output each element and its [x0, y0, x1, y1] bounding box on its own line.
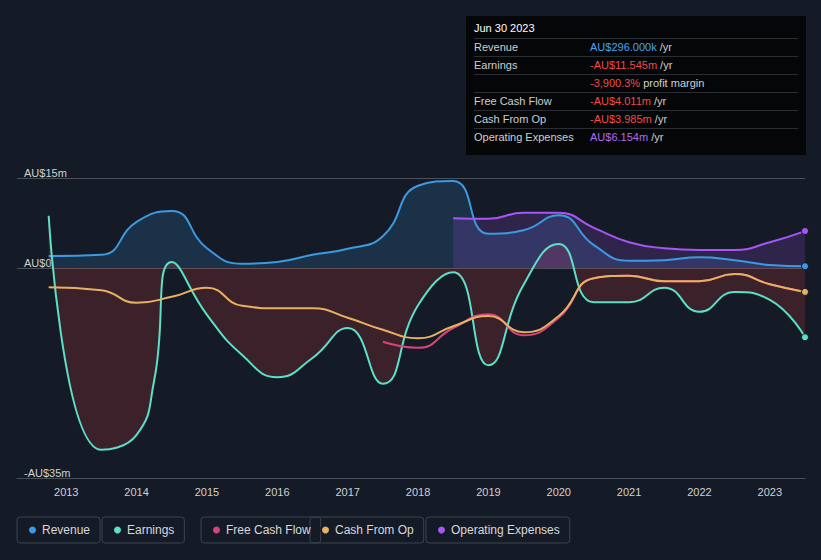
- svg-text:2015: 2015: [195, 486, 219, 498]
- html-text:Jun 30 2023: Jun 30 2023: [474, 22, 535, 34]
- svg-text:Operating Expenses: Operating Expenses: [451, 523, 560, 537]
- svg-text:2018: 2018: [406, 486, 430, 498]
- html-text:-3,900.3% profit margin: -3,900.3% profit margin: [590, 77, 705, 89]
- svg-text:2014: 2014: [124, 486, 148, 498]
- svg-text:2021: 2021: [617, 486, 641, 498]
- svg-text:2023: 2023: [758, 486, 782, 498]
- html-text:Earnings: Earnings: [474, 59, 518, 71]
- svg-text:Revenue: Revenue: [42, 523, 90, 537]
- svg-text:-AU$35m: -AU$35m: [24, 467, 70, 479]
- svg-text:Cash From Op: Cash From Op: [335, 523, 414, 537]
- svg-text:AU$15m: AU$15m: [24, 167, 67, 179]
- html-text:Revenue: Revenue: [474, 41, 518, 53]
- svg-text:2022: 2022: [687, 486, 711, 498]
- svg-text:2016: 2016: [265, 486, 289, 498]
- svg-text:2019: 2019: [476, 486, 500, 498]
- html-text:AU$6.154m /yr: AU$6.154m /yr: [590, 131, 664, 143]
- html-text:Free Cash Flow: Free Cash Flow: [474, 95, 552, 107]
- svg-text:2013: 2013: [54, 486, 78, 498]
- html-text:-AU$3.985m /yr: -AU$3.985m /yr: [590, 113, 667, 125]
- svg-text:2020: 2020: [547, 486, 571, 498]
- svg-text:AU$0: AU$0: [24, 257, 52, 269]
- svg-text:2017: 2017: [335, 486, 359, 498]
- svg-text:Free Cash Flow: Free Cash Flow: [226, 523, 311, 537]
- svg-text:Earnings: Earnings: [127, 523, 174, 537]
- html-text:Operating Expenses: Operating Expenses: [474, 131, 574, 143]
- html-text:-AU$4.011m /yr: -AU$4.011m /yr: [590, 95, 667, 107]
- html-text:Cash From Op: Cash From Op: [474, 113, 547, 125]
- html-text:-AU$11.545m /yr: -AU$11.545m /yr: [590, 59, 673, 71]
- html-text:AU$296.000k /yr: AU$296.000k /yr: [590, 41, 672, 53]
